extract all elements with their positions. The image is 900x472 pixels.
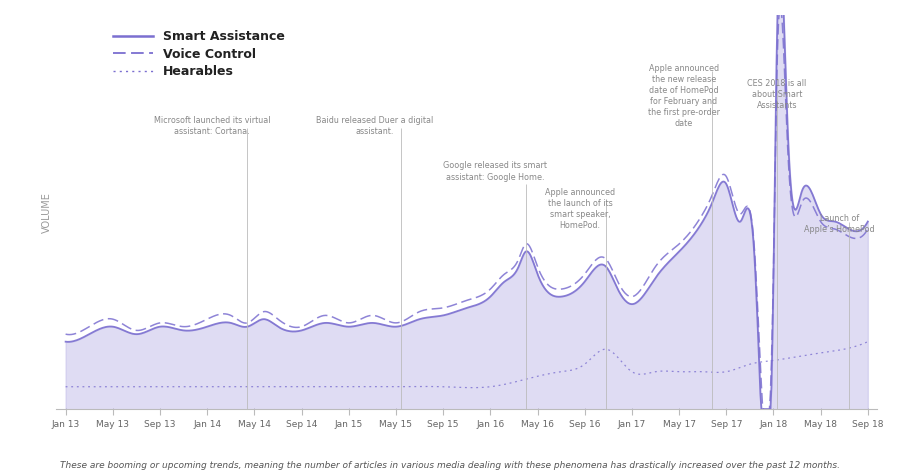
Text: Apple announced
the new release
date of HomePod
for February and
the first pre-o: Apple announced the new release date of …	[648, 64, 720, 128]
Text: Launch of
Apple’s HomePod: Launch of Apple’s HomePod	[805, 214, 875, 234]
Text: These are booming or upcoming trends, meaning the number of articles in various : These are booming or upcoming trends, me…	[60, 461, 840, 470]
Text: Baidu released Duer a digital
assistant.: Baidu released Duer a digital assistant.	[316, 117, 433, 136]
Legend: Smart Assistance, Voice Control, Hearables: Smart Assistance, Voice Control, Hearabl…	[108, 25, 290, 83]
Y-axis label: VOLUME: VOLUME	[42, 192, 52, 233]
Text: CES 2018 is all
about Smart
Assistants: CES 2018 is all about Smart Assistants	[747, 79, 806, 110]
Text: Apple announced
the launch of its
smart speaker,
HomePod.: Apple announced the launch of its smart …	[544, 188, 615, 230]
Text: Google released its smart
assistant: Google Home.: Google released its smart assistant: Goo…	[443, 161, 547, 182]
Text: Microsoft launched its virtual
assistant: Cortana.: Microsoft launched its virtual assistant…	[154, 117, 270, 136]
